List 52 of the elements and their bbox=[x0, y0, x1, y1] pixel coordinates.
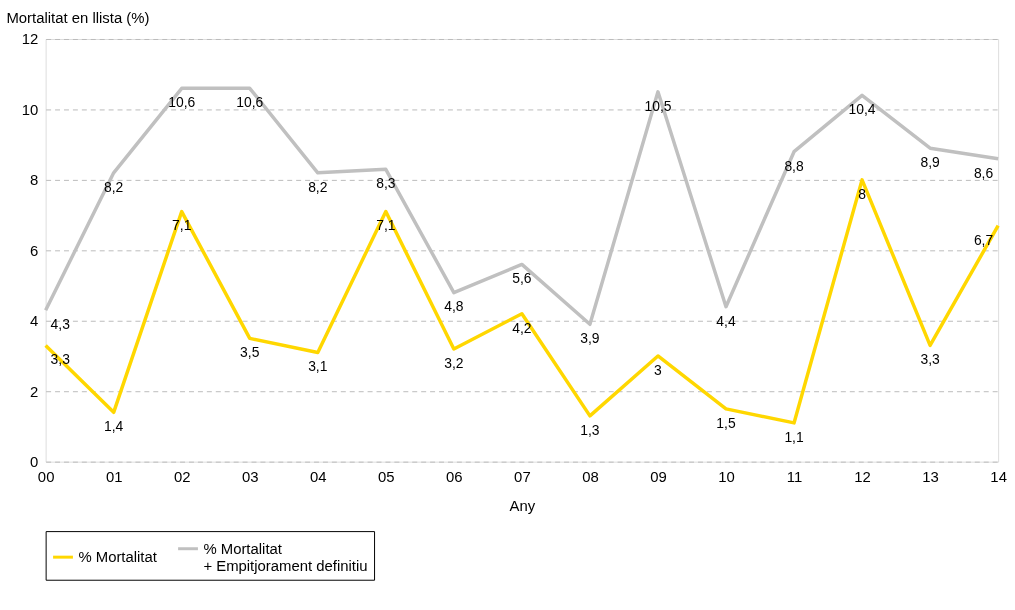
y-tick-label: 2 bbox=[29, 383, 39, 400]
data-label: 5,6 bbox=[512, 270, 532, 287]
data-label: 8,9 bbox=[920, 154, 941, 171]
x-tick-label: 10 bbox=[718, 469, 735, 485]
y-axis-title: Mortalitat en llista (%) bbox=[6, 9, 150, 26]
data-label: 1,3 bbox=[580, 421, 600, 438]
data-label: 8 bbox=[858, 185, 867, 202]
x-tick-label: 06 bbox=[446, 469, 463, 485]
y-tick-label: 6 bbox=[29, 242, 39, 259]
x-tick-label: 09 bbox=[650, 469, 667, 485]
data-label: 10,6 bbox=[168, 94, 196, 111]
data-label: 1,5 bbox=[716, 414, 736, 431]
x-tick-label: 00 bbox=[37, 469, 55, 485]
x-tick-label: 07 bbox=[514, 469, 531, 485]
data-label: 3,2 bbox=[444, 354, 464, 371]
data-label: 3 bbox=[654, 361, 663, 378]
data-label: 4,4 bbox=[716, 312, 736, 329]
data-label: 1,4 bbox=[104, 418, 124, 435]
data-label: 3,3 bbox=[920, 351, 941, 368]
data-label: 10,6 bbox=[236, 94, 264, 111]
x-tick-label: 14 bbox=[990, 469, 1007, 485]
legend-label: % Mortalitat + Empitjorament definitiu bbox=[203, 540, 368, 574]
data-label: 8,6 bbox=[973, 164, 994, 181]
x-axis-title: Any bbox=[509, 497, 536, 514]
x-tick-label: 03 bbox=[241, 469, 259, 485]
data-label: 8,2 bbox=[104, 178, 124, 195]
data-label: 4,3 bbox=[50, 316, 71, 333]
x-tick-label: 12 bbox=[854, 469, 871, 485]
y-tick-label: 8 bbox=[29, 172, 39, 189]
data-label: 4,2 bbox=[512, 319, 532, 336]
x-tick-label: 02 bbox=[173, 469, 191, 485]
x-tick-label: 13 bbox=[922, 469, 939, 485]
data-label: 8,2 bbox=[308, 178, 328, 195]
data-label: 3,1 bbox=[308, 358, 328, 375]
y-tick-label: 4 bbox=[29, 313, 39, 330]
x-tick-label: 01 bbox=[105, 469, 123, 485]
legend-label: % Mortalitat bbox=[78, 549, 158, 566]
x-tick-label: 04 bbox=[310, 469, 327, 485]
data-label: 10,4 bbox=[848, 101, 876, 118]
data-label: 3,5 bbox=[240, 344, 260, 361]
data-label: 1,1 bbox=[784, 428, 804, 445]
data-label: 4,8 bbox=[444, 298, 464, 315]
x-tick-label: 05 bbox=[378, 469, 395, 485]
data-label: 10,5 bbox=[644, 97, 672, 114]
x-tick-label: 11 bbox=[786, 469, 803, 485]
x-tick-label: 08 bbox=[582, 469, 599, 485]
data-label: 8,8 bbox=[784, 157, 804, 174]
y-tick-label: 0 bbox=[29, 454, 39, 471]
data-label: 3,9 bbox=[580, 330, 600, 347]
data-label: 8,3 bbox=[376, 175, 396, 192]
y-tick-label: 10 bbox=[21, 101, 39, 118]
y-tick-label: 12 bbox=[21, 31, 39, 48]
